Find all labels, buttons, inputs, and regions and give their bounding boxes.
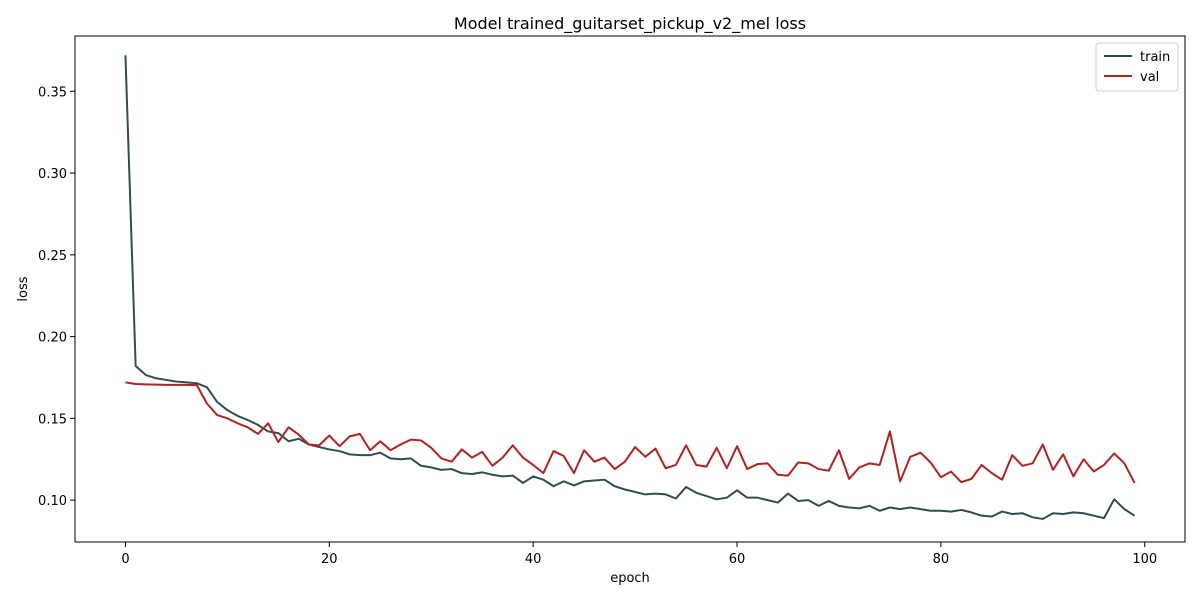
x-tick-label: 0	[121, 552, 129, 567]
y-tick-label: 0.20	[38, 331, 67, 346]
series-line-train	[124, 55, 1136, 520]
series-line-val	[125, 381, 1136, 484]
x-tick-label: 80	[933, 552, 950, 567]
plot-frame	[74, 35, 1186, 543]
plot-area: 0 20 40 60 80 100 0.10 0.15 0.20 0.25 0.30 0.35	[38, 55, 1157, 567]
legend: train val	[1095, 42, 1179, 92]
y-axis-label: loss	[16, 276, 31, 301]
y-tick-label: 0.30	[38, 167, 67, 182]
x-tick-label: 40	[525, 552, 542, 567]
x-tick-label: 20	[321, 552, 338, 567]
x-tick-label: 60	[729, 552, 746, 567]
y-tick-label: 0.10	[38, 494, 67, 509]
legend-label-val: val	[1140, 70, 1159, 85]
y-tick-label: 0.35	[38, 85, 67, 100]
y-tick-label: 0.25	[38, 249, 67, 264]
x-axis-label: epoch	[610, 571, 650, 586]
legend-label-train: train	[1140, 50, 1170, 65]
chart-title: Model trained_guitarset_pickup_v2_mel lo…	[454, 14, 806, 34]
x-tick-label: 100	[1132, 552, 1157, 567]
y-tick-label: 0.15	[38, 412, 67, 427]
